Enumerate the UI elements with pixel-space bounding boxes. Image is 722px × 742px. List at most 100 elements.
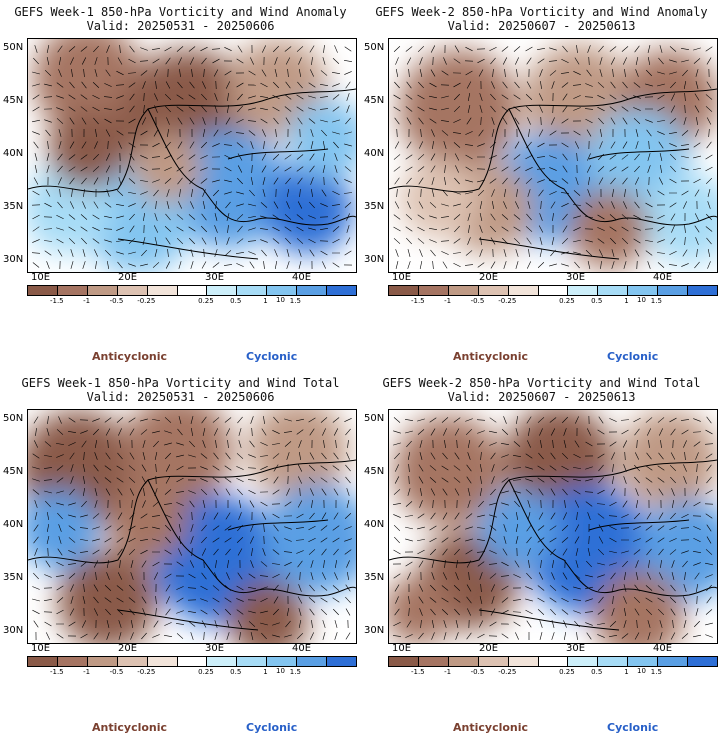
colorbar-tick-label: 1.5 — [650, 668, 662, 676]
colorbar-tick-label: 0.25 — [198, 668, 214, 676]
panel-title: GEFS Week-1 850-hPa Vorticity and Wind T… — [21, 376, 340, 390]
colorbar-tick-label: 1 — [263, 668, 268, 676]
colorbar-swatch — [237, 286, 268, 295]
colorbar-swatch — [237, 657, 268, 666]
colorbar-tick-label: 0.25 — [559, 297, 575, 305]
lon-label: 10E — [392, 272, 412, 283]
panel-week1-total: GEFS Week-1 850-hPa Vorticity and Wind T… — [0, 371, 361, 742]
colorbar-swatch — [117, 286, 148, 295]
colorbar-tick-label: 1.5 — [289, 668, 301, 676]
lat-label: 50N — [3, 413, 24, 424]
lat-label: 50N — [364, 42, 385, 53]
colorbar-tick-label: -1.5 — [410, 668, 425, 676]
lat-label: 30N — [364, 254, 385, 265]
colorbar-tick-label: 1 — [263, 297, 268, 305]
lon-label: 20E — [479, 272, 499, 283]
colorbar-swatch — [327, 286, 356, 295]
colorbar-swatch — [147, 657, 178, 666]
colorbar-tick-label: -0.25 — [498, 668, 517, 676]
vorticity-field — [28, 39, 356, 272]
lat-label: 35N — [3, 201, 24, 212]
cyclonic-label: Cyclonic — [607, 721, 659, 734]
colorbar-tick-label: -0.5 — [470, 297, 485, 305]
colorbar-swatch — [57, 657, 88, 666]
lon-label: 30E — [205, 272, 225, 283]
colorbar-swatch — [297, 657, 328, 666]
colorbar-swatch — [688, 657, 717, 666]
cyclonic-label: Cyclonic — [607, 350, 659, 363]
colorbar-swatch — [389, 286, 419, 295]
anticyclonic-label: Anticyclonic — [453, 721, 529, 734]
colorbar-swatch — [207, 657, 238, 666]
colorbar-tick-label: -1.5 — [410, 297, 425, 305]
lon-label: 40E — [653, 643, 673, 654]
colorbar-swatch — [327, 657, 356, 666]
colorbar-swatch — [508, 657, 539, 666]
colorbar-tick-label: -1.5 — [49, 668, 64, 676]
colorbar-exponent: 10 — [275, 667, 285, 675]
colorbar-swatch — [177, 286, 208, 295]
colorbar-swatch — [267, 286, 298, 295]
colorbar-swatch — [389, 657, 419, 666]
cyclonic-label: Cyclonic — [246, 721, 298, 734]
lat-label: 40N — [364, 148, 385, 159]
colorbar-tick-label: 0.5 — [230, 297, 242, 305]
colorbar-swatch — [688, 286, 717, 295]
colorbar-swatch — [57, 286, 88, 295]
lon-label: 20E — [118, 643, 138, 654]
panel-title: GEFS Week-2 850-hPa Vorticity and Wind T… — [382, 376, 701, 390]
panel-week2-anomaly: GEFS Week-2 850-hPa Vorticity and Wind A… — [361, 0, 722, 371]
lon-label: 10E — [31, 272, 51, 283]
colorbar-tick-label: -1 — [83, 668, 91, 676]
colorbar-exponent: 10 — [275, 296, 285, 304]
panel-week2-total: GEFS Week-2 850-hPa Vorticity and Wind T… — [361, 371, 722, 742]
colorbar-tick-label: 1 — [624, 668, 629, 676]
anticyclonic-label: Anticyclonic — [92, 721, 168, 734]
colorbar-tick-label: -0.5 — [470, 668, 485, 676]
vorticity-map — [27, 409, 357, 644]
colorbar-swatch — [87, 657, 118, 666]
lat-label: 35N — [364, 572, 385, 583]
lat-label: 35N — [3, 572, 24, 583]
colorbar-tick-label: -0.25 — [137, 297, 156, 305]
panel-valid-dates: Valid: 20250531 - 20250606 — [86, 19, 275, 33]
colorbar — [388, 656, 718, 667]
colorbar-tick-label: 1.5 — [650, 297, 662, 305]
colorbar-swatch — [267, 657, 298, 666]
colorbar-tick-label: 0.25 — [559, 668, 575, 676]
colorbar-swatch — [658, 657, 689, 666]
lat-label: 45N — [364, 466, 385, 477]
lat-label: 30N — [3, 254, 24, 265]
colorbar-exponent: 10 — [636, 667, 646, 675]
colorbar-tick-label: -1 — [444, 668, 452, 676]
colorbar-swatch — [297, 286, 328, 295]
colorbar-swatch — [478, 286, 509, 295]
lat-label: 40N — [3, 519, 24, 530]
vorticity-map — [388, 38, 718, 273]
colorbar-swatch — [538, 286, 569, 295]
lat-label: 40N — [364, 519, 385, 530]
anticyclonic-label: Anticyclonic — [92, 350, 168, 363]
colorbar-swatch — [538, 657, 569, 666]
lon-label: 40E — [292, 272, 312, 283]
vorticity-map — [27, 38, 357, 273]
colorbar-swatch — [448, 657, 479, 666]
colorbar-swatch — [448, 286, 479, 295]
colorbar-swatch — [147, 286, 178, 295]
lon-label: 30E — [566, 272, 586, 283]
lon-label: 30E — [205, 643, 225, 654]
panel-valid-dates: Valid: 20250607 - 20250613 — [447, 19, 636, 33]
colorbar-swatch — [418, 286, 449, 295]
colorbar-tick-label: -0.5 — [109, 668, 124, 676]
lon-label: 10E — [31, 643, 51, 654]
lat-label: 50N — [364, 413, 385, 424]
colorbar-tick-label: 1 — [624, 297, 629, 305]
colorbar-swatch — [628, 286, 659, 295]
colorbar-swatch — [478, 657, 509, 666]
colorbar-swatch — [28, 657, 58, 666]
colorbar-tick-label: 0.5 — [230, 668, 242, 676]
lat-label: 30N — [364, 625, 385, 636]
colorbar-tick-label: 0.25 — [198, 297, 214, 305]
lat-label: 35N — [364, 201, 385, 212]
colorbar-swatch — [568, 657, 599, 666]
